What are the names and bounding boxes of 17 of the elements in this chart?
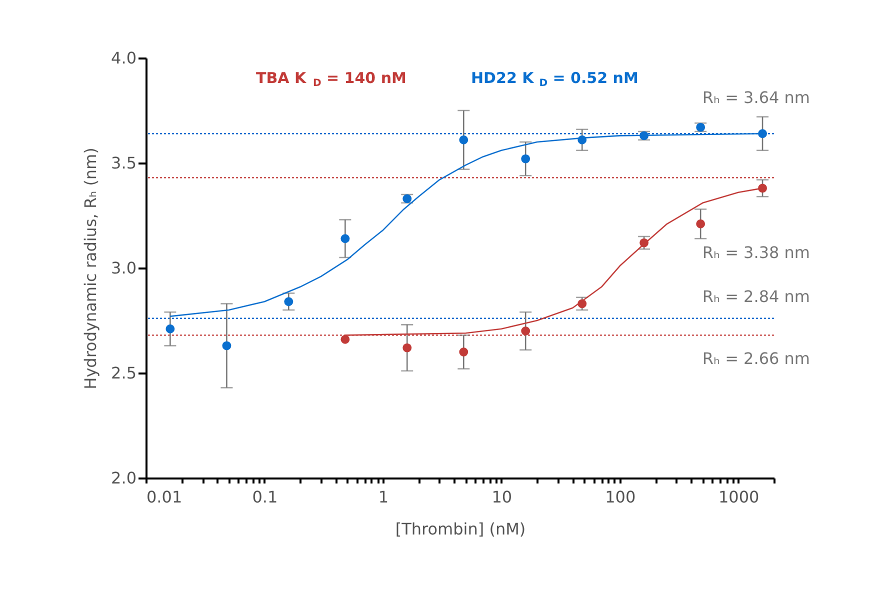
annotation: Rₕ = 3.38 nm [702, 243, 810, 262]
annotation: Rₕ = 2.66 nm [702, 349, 810, 368]
annotation: Rₕ = 3.64 nm [702, 88, 810, 107]
x-tick-label: 0.01 [146, 488, 182, 506]
x-tick-label: 1000 [718, 488, 760, 506]
x-tick-label: 10 [492, 488, 512, 506]
x-tick-label: 0.1 [252, 488, 278, 506]
y-tick-label: 3.5 [111, 154, 136, 172]
annotation: Rₕ = 2.84 nm [702, 287, 810, 306]
y-tick-label: 4.0 [111, 48, 136, 68]
x-axis-title: [Thrombin] (nM) [395, 520, 526, 538]
x-tick-label: 1 [378, 488, 389, 506]
y-tick-label: 2.0 [111, 468, 136, 488]
y-axis-title: Hydrodynamic radius, Rₕ (nm) [81, 148, 100, 390]
x-tick-label: 100 [605, 488, 636, 506]
y-tick-label: 2.5 [111, 364, 136, 382]
y-tick-label: 3.0 [111, 258, 136, 278]
